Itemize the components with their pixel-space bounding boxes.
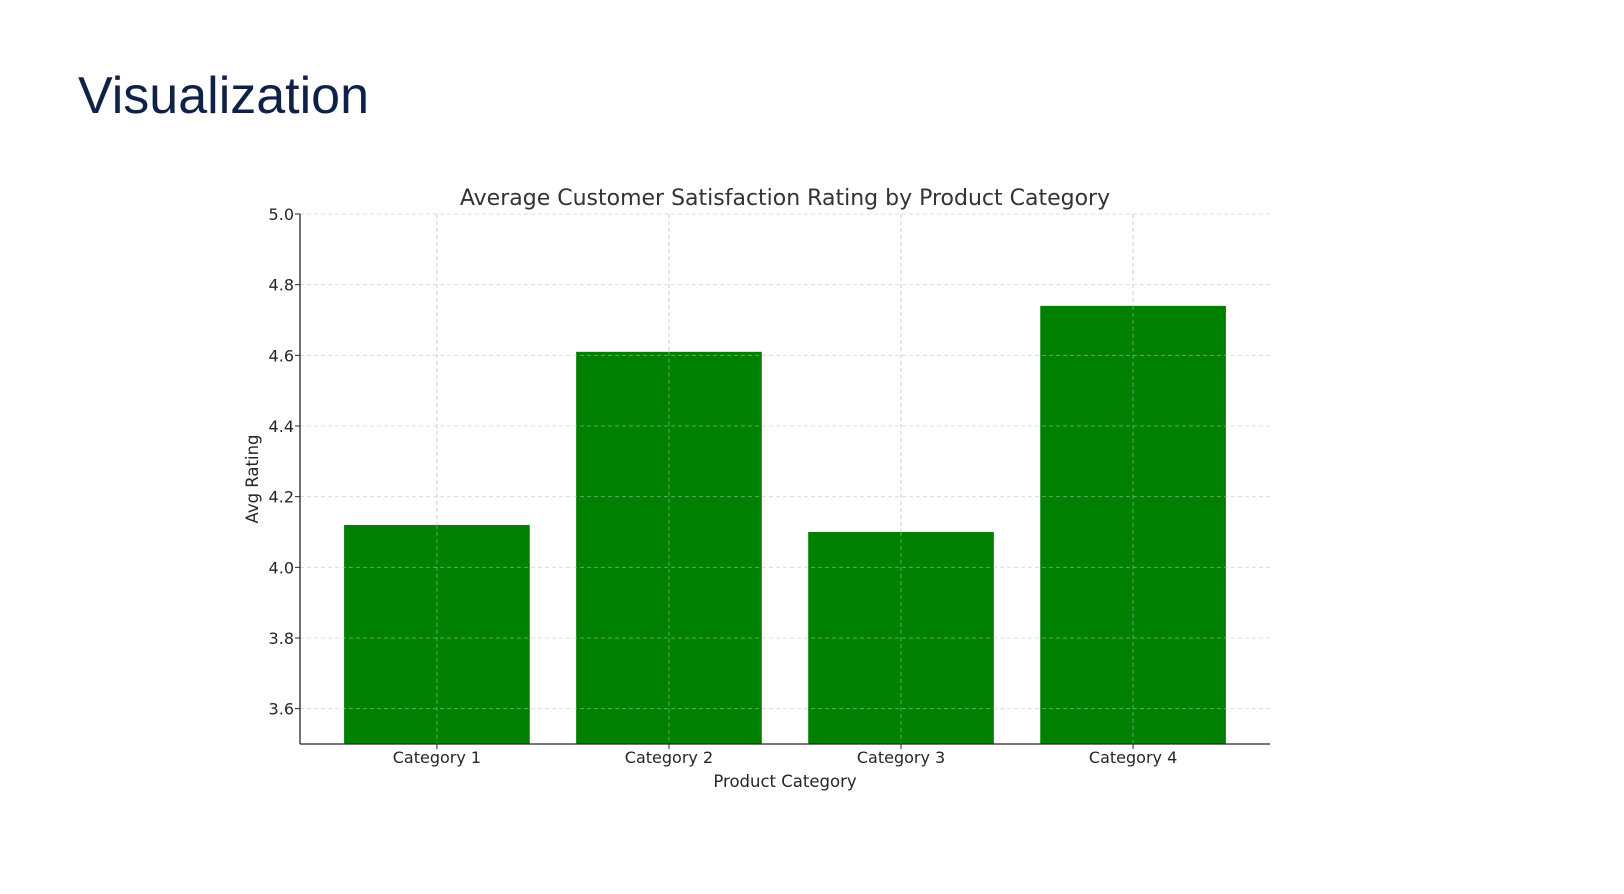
x-tick-label: Category 4: [1089, 748, 1177, 767]
y-tick-label: 4.6: [269, 346, 294, 365]
chart-title: Average Customer Satisfaction Rating by …: [460, 186, 1110, 211]
bar-4: [1040, 305, 1226, 744]
bar-2: [576, 351, 762, 744]
page-title: Visualization: [78, 67, 370, 125]
bars: [344, 305, 1226, 744]
y-axis-label: Avg Rating: [243, 434, 262, 523]
axes: [295, 213, 1270, 749]
y-tick-label: 3.8: [269, 629, 294, 648]
x-tick-label: Category 3: [857, 748, 945, 767]
y-tick-label: 4.0: [269, 558, 294, 577]
x-tick-label: Category 1: [393, 748, 481, 767]
tick-labels: 3.6 3.8 4.0 4.2 4.4 4.6 4.8 5.0 Category 1 Catego…: [269, 205, 1178, 767]
y-tick-label: 4.2: [269, 488, 294, 507]
x-tick-label: Category 2: [625, 748, 713, 767]
grid-lines-overlay: [300, 213, 1270, 744]
x-axis-label: Product Category: [713, 772, 856, 791]
bar-1: [344, 524, 530, 744]
y-tick-label: 5.0: [269, 205, 294, 224]
y-tick-label: 3.6: [269, 700, 294, 719]
y-tick-label: 4.8: [269, 276, 294, 295]
bar-3: [808, 532, 994, 744]
y-tick-label: 4.4: [269, 417, 294, 436]
